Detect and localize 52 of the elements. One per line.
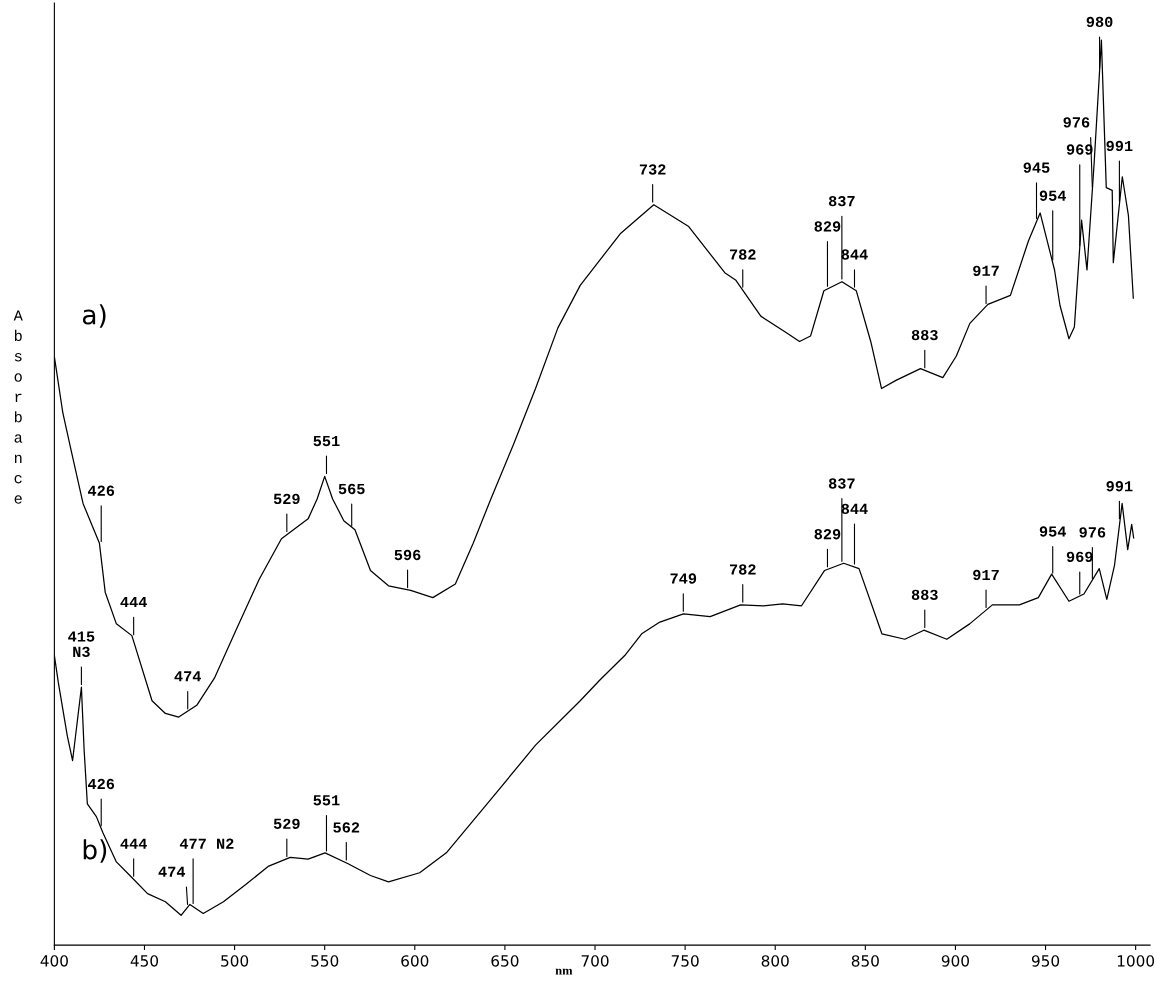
- x-tick-label: 750: [671, 955, 699, 967]
- x-tick-label: 850: [851, 955, 879, 967]
- annotation: 444: [120, 597, 147, 608]
- annotation: 551: [313, 435, 340, 447]
- annotation: 829: [814, 221, 841, 232]
- x-axis-title: nm: [555, 968, 573, 975]
- annotation: 917: [973, 265, 999, 277]
- annotation: 529: [273, 493, 300, 505]
- annotation: 732: [639, 164, 666, 175]
- series-label: a): [82, 304, 106, 328]
- annotation: 477 N2: [179, 838, 234, 849]
- annotation: 474: [174, 671, 201, 682]
- x-tick-label: 400: [40, 955, 68, 967]
- legend-label: b): [83, 839, 107, 863]
- annotation: 565: [338, 483, 365, 495]
- annotation: 782: [729, 564, 756, 575]
- annotation: 837: [828, 195, 855, 207]
- x-tick-label: 600: [401, 955, 429, 967]
- x-tick-label: 700: [581, 955, 609, 967]
- annotation: 829: [814, 529, 841, 540]
- annotation: 980: [1086, 16, 1113, 28]
- annotation: 954: [1039, 526, 1067, 537]
- x-tick-label: 800: [761, 955, 789, 967]
- annotation: 917: [973, 569, 999, 581]
- annotation: 529: [273, 818, 300, 829]
- x-tick-label: 550: [311, 955, 339, 967]
- x-tick-label: 450: [130, 955, 159, 967]
- annotation: 426: [87, 485, 115, 496]
- annotation: 415 N3: [68, 631, 95, 658]
- annotation: 749: [670, 573, 697, 584]
- annotation: 551: [313, 795, 340, 806]
- annotation: 444: [120, 838, 147, 849]
- annotation: 837: [828, 478, 855, 489]
- annotation: 426: [87, 778, 115, 790]
- annotation: 976: [1079, 527, 1106, 538]
- x-tick-label: 900: [941, 955, 969, 967]
- annotation: 991: [1106, 140, 1133, 152]
- x-tick-label: 650: [491, 955, 519, 967]
- annotation: 782: [729, 249, 756, 260]
- annotation: 883: [911, 589, 938, 601]
- annotation: 954: [1039, 190, 1067, 201]
- annotation: 945: [1023, 162, 1050, 173]
- annotation: 474: [158, 866, 186, 877]
- x-tick-label: 950: [1031, 955, 1060, 967]
- annotation: 883: [911, 329, 938, 341]
- text: Absorbance: [13, 310, 23, 504]
- x-tick-label: 500: [221, 955, 249, 967]
- annotation: 596: [394, 549, 421, 561]
- annotation: 976: [1063, 117, 1090, 128]
- annotation: 991: [1106, 481, 1133, 492]
- x-tick-label: 1000: [1117, 955, 1155, 967]
- annotation: 562: [333, 822, 360, 833]
